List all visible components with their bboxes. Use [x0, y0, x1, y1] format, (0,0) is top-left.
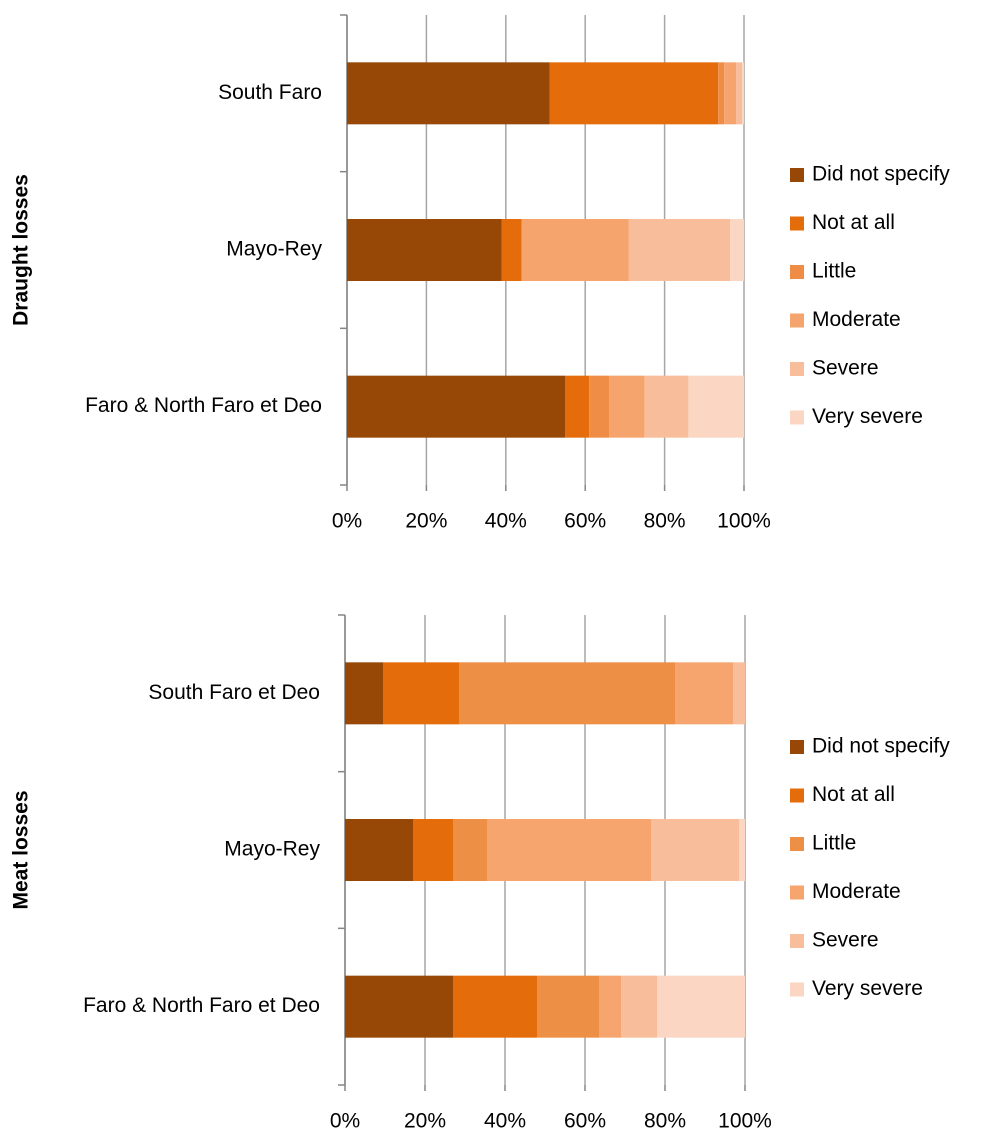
legend-swatch — [790, 265, 804, 279]
bar-segment — [345, 662, 383, 725]
legend-swatch — [790, 982, 804, 997]
legend-swatch — [790, 410, 804, 425]
category-label: Faro & North Faro et Deo — [85, 394, 322, 417]
category-label: Mayo-Rey — [224, 838, 320, 861]
bar-segment — [599, 975, 621, 1038]
bar-segment — [345, 975, 453, 1038]
bar-segment — [345, 819, 413, 881]
bar-segment — [347, 62, 550, 125]
bar-segment — [549, 62, 719, 125]
bar-segment — [487, 819, 651, 881]
bar-segment — [621, 975, 657, 1038]
bar-segment — [718, 62, 725, 125]
x-tick-label: 0% — [332, 510, 362, 533]
legend-label: Did not specify — [812, 163, 950, 186]
legend-label: Not at all — [812, 211, 895, 234]
legend-swatch — [790, 740, 804, 754]
legend-swatch — [790, 885, 804, 900]
category-label: South Faro et Deo — [148, 681, 320, 704]
x-tick-label: 60% — [564, 1110, 606, 1130]
bar-segment — [724, 62, 737, 125]
x-tick-label: 80% — [644, 510, 686, 533]
legend-label: Moderate — [812, 308, 901, 331]
legend-label: Little — [812, 832, 856, 855]
x-tick-label: 20% — [404, 1110, 446, 1130]
legend-label: Did not specify — [812, 735, 950, 758]
x-tick-label: 0% — [330, 1110, 360, 1130]
x-tick-label: 60% — [564, 510, 606, 533]
legend-swatch — [790, 837, 804, 851]
legend-swatch — [790, 788, 804, 803]
legend-swatch — [790, 313, 804, 328]
bar-segment — [742, 62, 744, 125]
legend-label: Very severe — [812, 977, 923, 1000]
legend-swatch — [790, 934, 804, 948]
legend-label: Very severe — [812, 405, 923, 428]
bar-segment — [657, 975, 745, 1038]
bar-segment — [383, 662, 459, 725]
bar-segment — [565, 375, 590, 438]
x-tick-label: 100% — [717, 510, 771, 533]
category-label: Faro & North Faro et Deo — [83, 994, 320, 1017]
bar-segment — [589, 375, 610, 438]
x-tick-label: 100% — [718, 1110, 772, 1130]
legend-label: Severe — [812, 357, 879, 380]
bar-segment — [501, 219, 522, 281]
bar-segment — [609, 375, 645, 438]
bar-segment — [453, 819, 487, 881]
x-tick-label: 40% — [484, 1110, 526, 1130]
legend-label: Not at all — [812, 783, 895, 806]
legend-label: Little — [812, 260, 856, 283]
bar-segment — [521, 219, 629, 281]
y-axis-label: Draught losses — [10, 174, 33, 326]
x-tick-label: 80% — [644, 1110, 686, 1130]
bar-segment — [675, 662, 733, 725]
bar-segment — [688, 375, 744, 438]
bar-segment — [628, 219, 731, 281]
bar-segment — [736, 62, 743, 125]
y-axis-label: Meat losses — [10, 790, 33, 909]
x-tick-label: 40% — [485, 510, 527, 533]
bar-segment — [413, 819, 453, 881]
legend-swatch — [790, 168, 804, 182]
bar-segment — [730, 219, 744, 281]
bar-segment — [453, 975, 537, 1038]
legend-swatch — [790, 362, 804, 376]
bar-segment — [459, 662, 675, 725]
legend-swatch — [790, 216, 804, 231]
bar-segment — [347, 375, 566, 438]
bar-segment — [651, 819, 739, 881]
category-label: South Faro — [218, 81, 322, 104]
x-tick-label: 20% — [405, 510, 447, 533]
bar-segment — [537, 975, 599, 1038]
bar-segment — [733, 662, 745, 725]
bar-segment — [347, 219, 502, 281]
legend-label: Moderate — [812, 880, 901, 903]
bar-segment — [739, 819, 745, 881]
legend-label: Severe — [812, 929, 879, 952]
category-label: Mayo-Rey — [226, 238, 322, 261]
bar-segment — [644, 375, 689, 438]
